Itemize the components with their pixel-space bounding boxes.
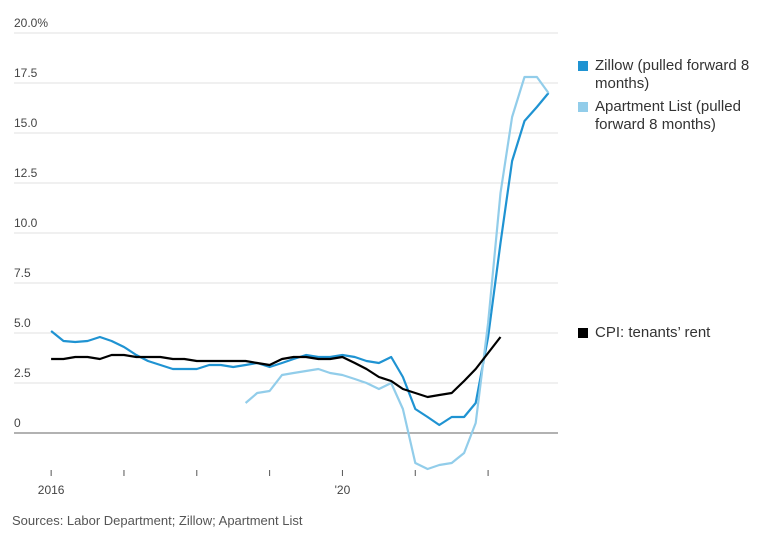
series-line [244, 75, 550, 471]
x-tick-label: 2016 [38, 483, 65, 497]
series-line [50, 92, 550, 427]
legend-label: Apartment List (pulled forward 8 months) [595, 98, 741, 133]
legend-label: CPI: tenants’ rent [595, 324, 711, 341]
legend-swatch [578, 102, 588, 112]
legend-item: Zillow (pulled forward 8 months) [578, 57, 776, 93]
y-tick-label: 0 [14, 416, 21, 430]
y-tick-label: 2.5 [14, 366, 31, 380]
y-tick-label: 20.0% [14, 16, 48, 30]
y-tick-label: 10.0 [14, 216, 38, 230]
legend-item: CPI: tenants’ rent [578, 324, 776, 342]
y-tick-label: 12.5 [14, 166, 38, 180]
legend-swatch [578, 328, 588, 338]
y-tick-label: 17.5 [14, 66, 38, 80]
legend-item: Apartment List (pulled forward 8 months) [578, 98, 776, 134]
y-tick-label: 15.0 [14, 116, 38, 130]
x-tick-label: '20 [335, 483, 351, 497]
legend-swatch [578, 61, 588, 71]
y-tick-label: 7.5 [14, 266, 31, 280]
legend-label: Zillow (pulled forward 8 months) [595, 57, 750, 92]
source-note: Sources: Labor Department; Zillow; Apart… [12, 513, 303, 528]
y-tick-label: 5.0 [14, 316, 31, 330]
series-line [51, 336, 502, 399]
